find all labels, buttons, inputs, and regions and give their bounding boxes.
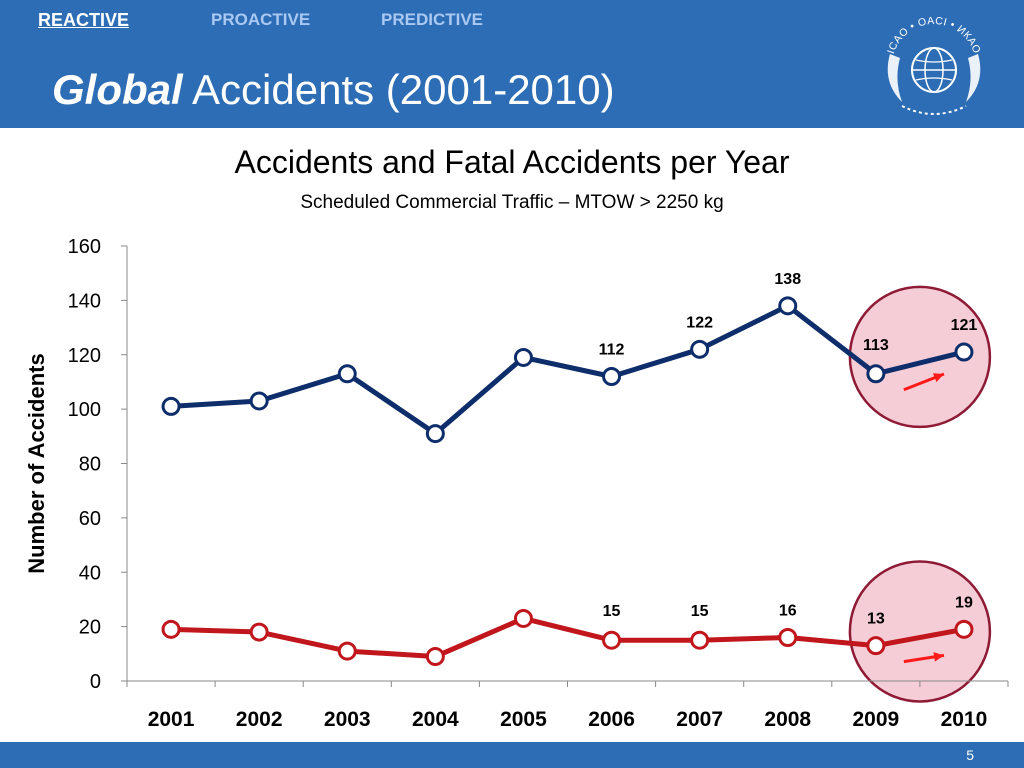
x-tick-label: 2009 bbox=[852, 708, 899, 731]
x-tick-label: 2008 bbox=[764, 708, 811, 731]
data-point bbox=[690, 630, 710, 650]
page-title-emphasis: Global bbox=[52, 66, 183, 113]
highlight-circle bbox=[848, 560, 992, 703]
page-title: Global Accidents (2001-2010) bbox=[52, 66, 615, 114]
logo-text: ICAO • OACI • ИКАО bbox=[885, 15, 982, 56]
data-label: 16 bbox=[779, 603, 797, 620]
data-point bbox=[690, 339, 710, 359]
x-tick-label: 2003 bbox=[324, 708, 371, 731]
x-tick-label: 2010 bbox=[941, 708, 988, 731]
tab-reactive[interactable]: REACTIVE bbox=[38, 10, 130, 30]
data-point bbox=[425, 647, 445, 667]
data-label: 19 bbox=[955, 594, 973, 611]
data-label: 121 bbox=[951, 317, 978, 334]
y-tick-label: 140 bbox=[68, 290, 101, 312]
trend-arrow-head bbox=[932, 373, 944, 383]
tab-predictive[interactable]: PREDICTIVE bbox=[381, 10, 484, 29]
data-label: 113 bbox=[863, 337, 889, 354]
data-label: 112 bbox=[599, 342, 625, 359]
data-label: 122 bbox=[686, 314, 713, 331]
y-tick-label: 0 bbox=[90, 671, 101, 693]
y-tick-label: 120 bbox=[68, 345, 101, 367]
x-tick-label: 2001 bbox=[148, 708, 195, 731]
data-point bbox=[161, 396, 181, 416]
data-point bbox=[337, 641, 357, 661]
x-tick-label: 2004 bbox=[412, 708, 459, 731]
page-title-rest: Accidents (2001-2010) bbox=[182, 66, 615, 113]
data-label: 15 bbox=[603, 603, 621, 620]
data-label: 138 bbox=[774, 271, 801, 288]
accidents-line-chart: 0 20 40 60 80 100 120 140 160 2001 2002 2003 2004 200… bbox=[24, 236, 1009, 731]
data-point bbox=[778, 296, 798, 316]
data-point bbox=[602, 367, 622, 386]
x-tick-label: 2005 bbox=[500, 708, 547, 731]
data-point bbox=[954, 342, 974, 362]
y-axis-title: Number of Accidents bbox=[24, 353, 49, 573]
x-tick-label: 2006 bbox=[588, 708, 635, 731]
data-point bbox=[866, 364, 886, 384]
data-point bbox=[954, 619, 974, 639]
data-point bbox=[425, 424, 445, 444]
header-bar: REACTIVE PROACTIVE PREDICTIVE Global Acc… bbox=[0, 0, 1024, 128]
icao-logo: ICAO • OACI • ИКАО bbox=[885, 15, 983, 115]
data-point bbox=[249, 622, 269, 642]
data-point bbox=[513, 608, 533, 628]
y-tick-label: 100 bbox=[68, 399, 101, 421]
page-number: 5 bbox=[966, 747, 974, 763]
x-tick-label: 2002 bbox=[236, 708, 283, 731]
data-point bbox=[337, 364, 357, 384]
y-tick-label: 80 bbox=[79, 454, 101, 476]
svg-text:ICAO • OACI • ИКАО: ICAO • OACI • ИКАО bbox=[885, 15, 983, 56]
data-point bbox=[602, 630, 622, 650]
y-tick-label: 160 bbox=[68, 236, 101, 258]
data-label: 13 bbox=[867, 611, 885, 628]
y-tick-label: 20 bbox=[79, 617, 101, 639]
y-tick-label: 60 bbox=[79, 508, 101, 530]
chart-title: Accidents and Fatal Accidents per Year bbox=[234, 144, 790, 180]
data-label: 15 bbox=[691, 603, 709, 620]
footer-bar: 5 bbox=[0, 742, 1024, 768]
data-point bbox=[249, 391, 269, 411]
series-line bbox=[170, 615, 965, 660]
tab-proactive[interactable]: PROACTIVE bbox=[211, 10, 311, 29]
x-tick-label: 2007 bbox=[676, 708, 723, 731]
data-point bbox=[778, 628, 798, 647]
data-point bbox=[866, 636, 886, 656]
data-point bbox=[161, 619, 181, 639]
data-point bbox=[513, 347, 533, 367]
y-tick-label: 40 bbox=[79, 562, 101, 584]
series-line bbox=[170, 303, 965, 437]
trend-arrow-head bbox=[933, 652, 944, 662]
chart-subtitle: Scheduled Commercial Traffic – MTOW > 22… bbox=[300, 192, 724, 213]
